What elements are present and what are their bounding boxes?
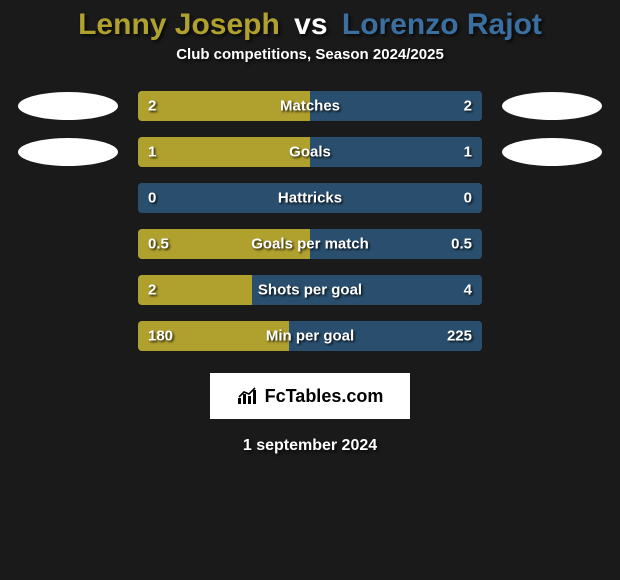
value-right: 0 [464, 190, 472, 207]
left-ellipse [18, 138, 118, 166]
title-player2: Lorenzo Rajot [342, 8, 542, 41]
left-ellipse [18, 92, 118, 120]
value-right: 1 [464, 144, 472, 161]
stat-rows: Matches 2 2 Goals 1 1 Hattricks 0 0 Goals per mat… [0, 91, 620, 351]
title-vs: vs [294, 8, 327, 41]
value-left: 2 [148, 282, 156, 299]
bar-label: Min per goal [266, 328, 354, 345]
bar-label: Goals [289, 144, 331, 161]
value-left: 0 [148, 190, 156, 207]
bar-track: Matches 2 2 [138, 91, 482, 121]
value-left: 180 [148, 328, 173, 345]
title-player1: Lenny Joseph [78, 8, 280, 41]
bar-track: Hattricks 0 0 [138, 183, 482, 213]
bar-label: Shots per goal [258, 282, 362, 299]
value-right: 4 [464, 282, 472, 299]
bar-label: Matches [280, 98, 340, 115]
date: 1 september 2024 [0, 437, 620, 455]
stat-row: Goals 1 1 [0, 137, 620, 167]
stat-row: Hattricks 0 0 [0, 183, 620, 213]
logo-text: FcTables.com [265, 386, 384, 407]
value-right: 0.5 [451, 236, 472, 253]
logo-box: FcTables.com [210, 373, 410, 419]
stat-row: Shots per goal 2 4 [0, 275, 620, 305]
bar-track: Shots per goal 2 4 [138, 275, 482, 305]
bar-label: Hattricks [278, 190, 342, 207]
page-title: Lenny Joseph vs Lorenzo Rajot [0, 0, 620, 46]
barchart-icon [237, 386, 259, 406]
stat-row: Goals per match 0.5 0.5 [0, 229, 620, 259]
bar-track: Goals per match 0.5 0.5 [138, 229, 482, 259]
subtitle: Club competitions, Season 2024/2025 [0, 46, 620, 91]
value-left: 0.5 [148, 236, 169, 253]
right-ellipse [502, 92, 602, 120]
bar-left-fill [138, 137, 310, 167]
right-ellipse [502, 138, 602, 166]
bar-label: Goals per match [251, 236, 369, 253]
value-right: 2 [464, 98, 472, 115]
value-left: 2 [148, 98, 156, 115]
bar-track: Goals 1 1 [138, 137, 482, 167]
value-right: 225 [447, 328, 472, 345]
stat-row: Matches 2 2 [0, 91, 620, 121]
bar-right-fill [310, 137, 482, 167]
bar-track: Min per goal 180 225 [138, 321, 482, 351]
value-left: 1 [148, 144, 156, 161]
stat-row: Min per goal 180 225 [0, 321, 620, 351]
